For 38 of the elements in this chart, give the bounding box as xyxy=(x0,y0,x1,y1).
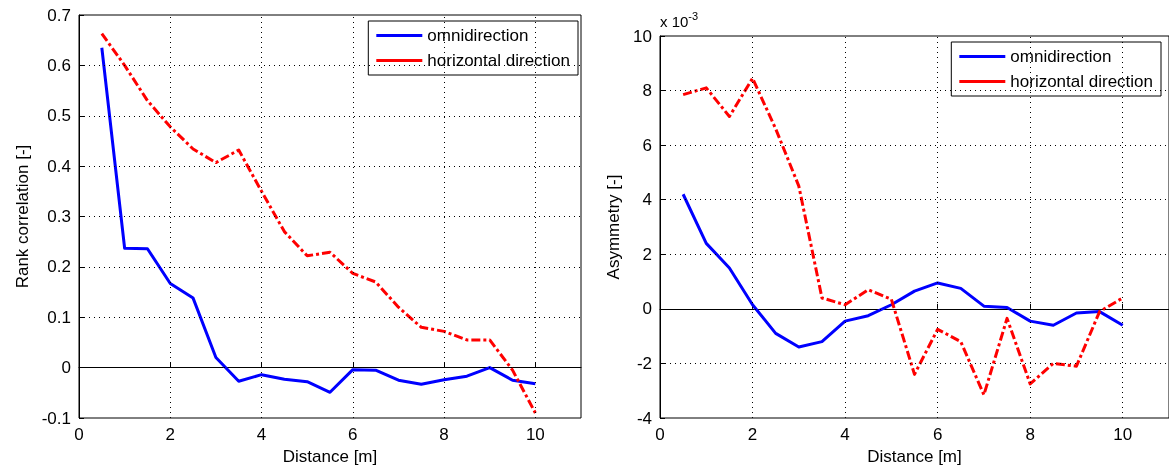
x-axis-title: Distance [m] xyxy=(282,447,378,466)
y-axis-title: Rank correlation [-] xyxy=(12,144,32,289)
legend-label: omnidirection xyxy=(1010,47,1112,66)
x-axis-title: Distance [m] xyxy=(867,447,962,466)
y-tick-label: 0.3 xyxy=(47,207,71,226)
y-axis-title: Asymmetry [-] xyxy=(604,174,624,280)
x-tick-label: 8 xyxy=(439,425,449,444)
y-tick-label: -0.1 xyxy=(41,408,71,428)
y-tick-label: 10 xyxy=(633,26,652,46)
x-tick-label: 0 xyxy=(74,425,84,444)
y-tick-label: 6 xyxy=(642,135,652,155)
x-tick-label: 4 xyxy=(256,425,267,444)
y-tick-label: 2 xyxy=(642,244,652,264)
y-tick-label: -4 xyxy=(636,408,652,428)
y-tick-label: 0 xyxy=(61,358,71,378)
x-tick-label: 4 xyxy=(840,425,850,444)
x-tick-label: 0 xyxy=(655,425,665,444)
y-tick-label: 0.5 xyxy=(47,106,71,126)
y-tick-label: 0.7 xyxy=(47,5,71,25)
x-tick-label: 10 xyxy=(1113,425,1133,444)
x-tick-label: 6 xyxy=(932,425,943,444)
y-tick-label: 0.6 xyxy=(47,55,71,75)
legend-label: omnidirection xyxy=(427,26,529,45)
x-tick-label: 10 xyxy=(525,425,545,444)
x-tick-label: 6 xyxy=(348,425,358,444)
legend-label: horizontal direction xyxy=(1010,72,1154,91)
line-series xyxy=(681,192,1125,349)
y-tick-label: 4 xyxy=(642,190,652,210)
y-tick-label: 0.4 xyxy=(47,156,71,176)
legend-label: horizontal direction xyxy=(427,51,571,70)
y-tick-label: 0.1 xyxy=(47,307,71,327)
x-tick-label: 8 xyxy=(1025,425,1035,444)
y-tick-label: 0 xyxy=(642,299,652,319)
x-tick-label: 2 xyxy=(165,425,176,444)
x-tick-label: 2 xyxy=(747,425,758,444)
y-tick-label: -2 xyxy=(636,353,652,373)
y-tick-label: 0.2 xyxy=(47,257,71,277)
y-tick-label: 8 xyxy=(642,81,652,101)
